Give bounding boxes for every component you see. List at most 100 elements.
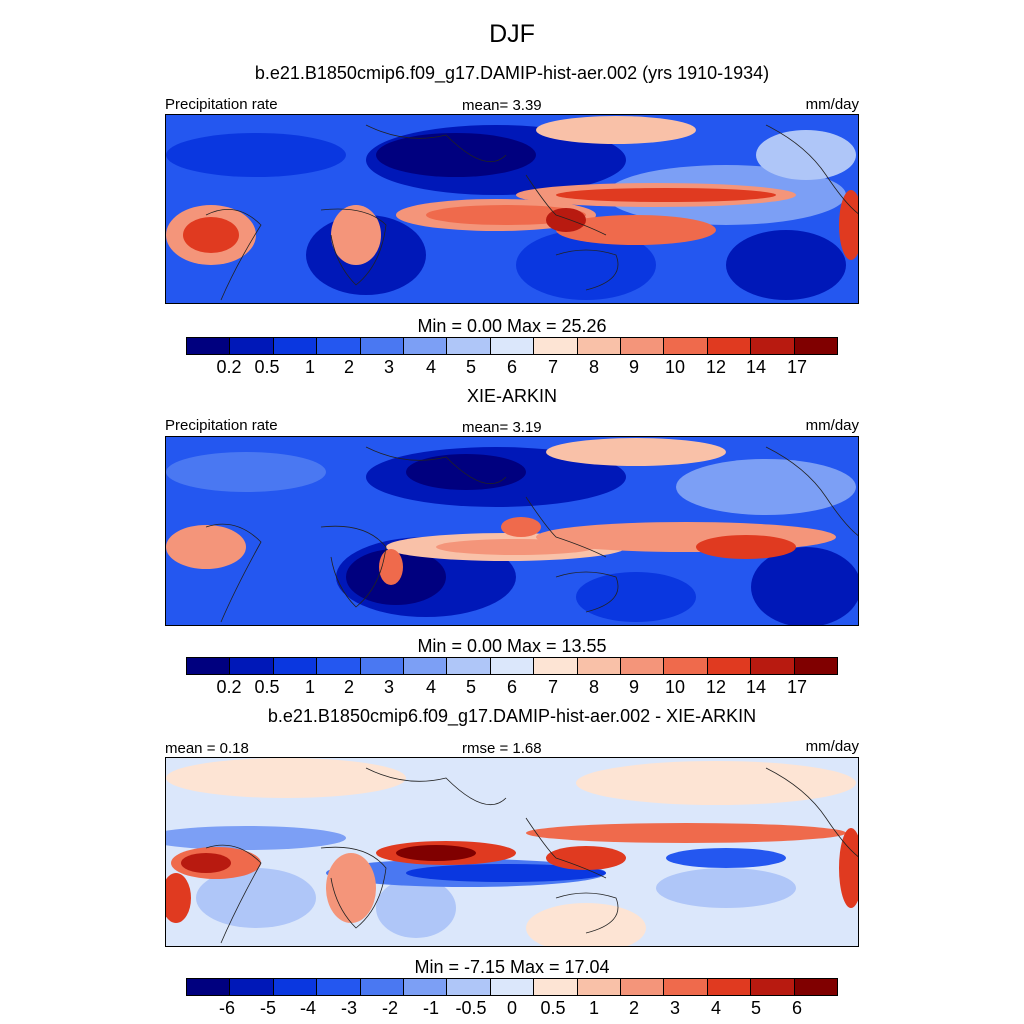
colorbar-swatch [187, 658, 231, 674]
colorbar-tick-label: 1 [588, 998, 600, 1018]
colorbar-swatch [751, 658, 795, 674]
colorbar-tick-label: 4 [425, 357, 437, 377]
colorbar-swatch [230, 658, 274, 674]
colorbar-tick-label: 14 [745, 357, 767, 377]
colorbar-swatch [794, 658, 838, 674]
colorbar-tick-label: -5 [259, 998, 277, 1018]
colorbar-swatch [187, 338, 231, 354]
colorbar-tick-label: 0.5 [254, 357, 280, 377]
colorbar-tick-label: 0.2 [216, 357, 242, 377]
panel2-left-label: Precipitation rate [165, 417, 278, 434]
colorbar-swatch [404, 338, 448, 354]
panel1-colorbar [186, 337, 838, 355]
colorbar-swatch [751, 979, 795, 995]
panel1-left-label: Precipitation rate [165, 96, 278, 113]
colorbar-tick-label: 5 [750, 998, 762, 1018]
colorbar-swatch [447, 979, 491, 995]
colorbar-tick-label: 9 [628, 677, 640, 697]
colorbar-swatch [794, 979, 838, 995]
colorbar-tick-label: 5 [465, 357, 477, 377]
colorbar-swatch [230, 338, 274, 354]
colorbar-swatch [447, 658, 491, 674]
colorbar-tick-label: 2 [343, 357, 355, 377]
figure-title: DJF [489, 20, 535, 48]
colorbar-swatch [317, 658, 361, 674]
colorbar-swatch [404, 658, 448, 674]
panel3-subtitle: b.e21.B1850cmip6.f09_g17.DAMIP-hist-aer.… [267, 706, 757, 726]
panel1-subtitle: b.e21.B1850cmip6.f09_g17.DAMIP-hist-aer.… [254, 63, 770, 83]
colorbar-swatch [230, 979, 274, 995]
colorbar-tick-label: 1 [304, 357, 316, 377]
panel3-units-label: mm/day [805, 738, 859, 755]
colorbar-tick-label: 12 [705, 357, 727, 377]
panel3-mean-label: mean = 0.18 [165, 740, 249, 757]
colorbar-swatch [707, 338, 752, 354]
panel1-mean-label: mean= 3.39 [462, 97, 542, 114]
colorbar-swatch [664, 979, 708, 995]
panel3-minmax: Min = -7.15 Max = 17.04 [414, 957, 610, 977]
colorbar-swatch [577, 338, 622, 354]
colorbar-tick-label: 10 [664, 677, 686, 697]
colorbar-tick-label: 0 [506, 998, 518, 1018]
colorbar-tick-label: 14 [745, 677, 767, 697]
panel2-precip-map [165, 436, 859, 626]
colorbar-swatch [447, 338, 491, 354]
colorbar-tick-label: 3 [669, 998, 681, 1018]
panel3-difference-map [165, 757, 859, 947]
colorbar-tick-label: 2 [343, 677, 355, 697]
colorbar-tick-label: 2 [628, 998, 640, 1018]
colorbar-tick-label: 1 [304, 677, 316, 697]
panel1-precip-map [165, 114, 859, 304]
colorbar-swatch [273, 979, 318, 995]
colorbar-tick-label: 8 [588, 677, 600, 697]
colorbar-swatch [360, 338, 405, 354]
colorbar-tick-label: 5 [465, 677, 477, 697]
colorbar-swatch [360, 658, 405, 674]
colorbar-tick-label: 4 [425, 677, 437, 697]
colorbar-tick-label: 0.5 [254, 677, 280, 697]
colorbar-tick-label: 3 [383, 677, 395, 697]
colorbar-swatch [751, 338, 795, 354]
colorbar-swatch [490, 338, 535, 354]
colorbar-tick-label: 3 [383, 357, 395, 377]
panel2-subtitle: XIE-ARKIN [466, 386, 558, 406]
colorbar-tick-label: 6 [506, 677, 518, 697]
colorbar-swatch [490, 979, 535, 995]
colorbar-tick-label: 12 [705, 677, 727, 697]
panel3-colorbar [186, 978, 838, 996]
colorbar-tick-label: 6 [506, 357, 518, 377]
panel1-minmax: Min = 0.00 Max = 25.26 [417, 316, 607, 336]
colorbar-tick-label: -2 [381, 998, 399, 1018]
colorbar-swatch [577, 979, 622, 995]
colorbar-swatch [490, 658, 535, 674]
panel2-units-label: mm/day [805, 417, 859, 434]
panel2-mean-label: mean= 3.19 [462, 419, 542, 436]
colorbar-tick-label: -4 [299, 998, 317, 1018]
colorbar-swatch [534, 658, 578, 674]
colorbar-swatch [187, 979, 231, 995]
colorbar-tick-label: 6 [791, 998, 803, 1018]
colorbar-swatch [664, 338, 708, 354]
colorbar-tick-label: 0.5 [540, 998, 566, 1018]
colorbar-tick-label: 0.2 [216, 677, 242, 697]
panel1-units-label: mm/day [805, 96, 859, 113]
colorbar-swatch [621, 658, 665, 674]
colorbar-swatch [317, 979, 361, 995]
colorbar-swatch [534, 979, 578, 995]
colorbar-tick-label: 9 [628, 357, 640, 377]
colorbar-tick-label: 7 [547, 677, 559, 697]
colorbar-swatch [707, 979, 752, 995]
colorbar-swatch [317, 338, 361, 354]
panel3-rmse-label: rmse = 1.68 [462, 740, 542, 757]
colorbar-tick-label: -1 [422, 998, 440, 1018]
colorbar-swatch [360, 979, 405, 995]
colorbar-tick-label: -6 [218, 998, 236, 1018]
colorbar-tick-label: 7 [547, 357, 559, 377]
colorbar-tick-label: -3 [340, 998, 358, 1018]
colorbar-swatch [794, 338, 838, 354]
colorbar-tick-label: 17 [786, 677, 808, 697]
colorbar-swatch [664, 658, 708, 674]
colorbar-swatch [621, 979, 665, 995]
colorbar-swatch [273, 658, 318, 674]
colorbar-tick-label: 10 [664, 357, 686, 377]
